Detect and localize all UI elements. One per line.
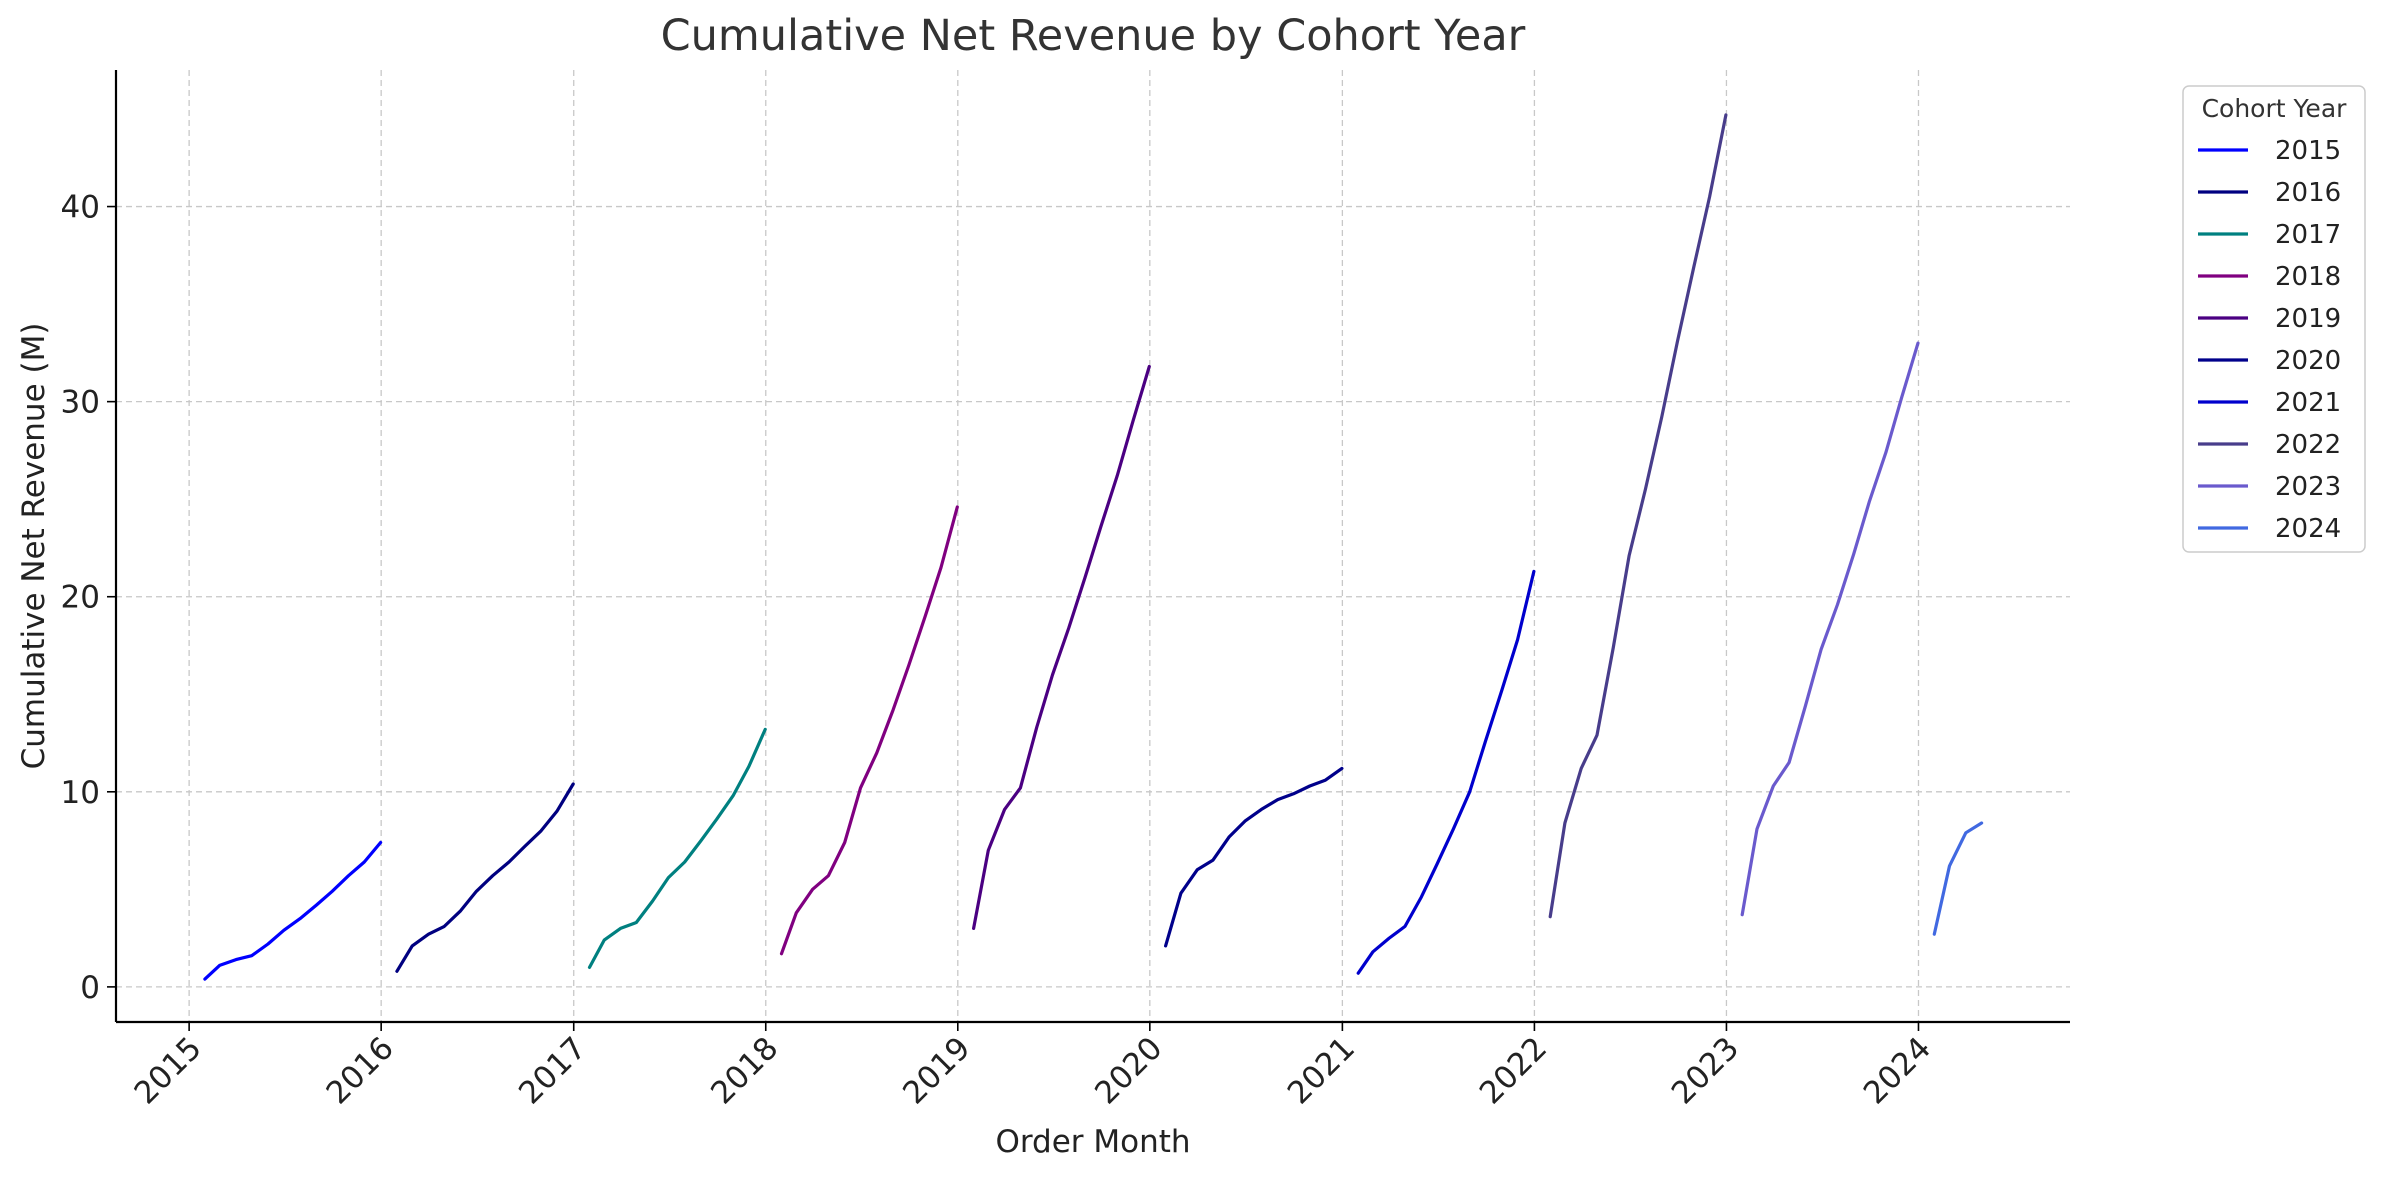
legend-label-2023: 2023 — [2275, 472, 2341, 502]
x-ticks: 2015 2016 2017 2018 2019 2020 2021 2022 2023 2024 — [128, 1022, 1938, 1111]
series-line-2020 — [1163, 766, 1344, 948]
x-tick-label: 2019 — [896, 1030, 977, 1111]
series-line-2024 — [1932, 821, 1984, 936]
series-line-2022 — [1548, 113, 1728, 919]
series-line-2016 — [395, 782, 575, 973]
y-axis-label: Cumulative Net Revenue (M) — [16, 323, 52, 770]
legend-label-2020: 2020 — [2275, 346, 2341, 376]
y-tick-label: 0 — [80, 970, 100, 1006]
series-line-2021 — [1356, 569, 1536, 975]
series-line-2017 — [587, 727, 767, 970]
y-tick-label: 10 — [61, 775, 100, 811]
series-line-2023 — [1740, 341, 1920, 917]
legend-label-2017: 2017 — [2275, 220, 2341, 250]
legend-label-2021: 2021 — [2275, 388, 2341, 418]
series-line-2019 — [971, 364, 1151, 931]
legend-label-2015: 2015 — [2275, 136, 2341, 166]
x-tick-label: 2015 — [128, 1030, 209, 1111]
legend-title: Cohort Year — [2202, 94, 2348, 123]
legend-label-2024: 2024 — [2275, 514, 2341, 544]
legend: Cohort Year 2015 2016 2017 2018 2019 2020 2021… — [2182, 85, 2366, 553]
x-tick-label: 2021 — [1281, 1030, 1362, 1111]
grid — [116, 70, 2070, 1022]
y-tick-label: 40 — [61, 190, 100, 226]
series-line-2015 — [203, 840, 383, 981]
y-tick-label: 20 — [61, 580, 100, 616]
x-tick-label: 2020 — [1088, 1030, 1169, 1111]
series-line-2018 — [779, 505, 959, 956]
legend-label-2018: 2018 — [2275, 262, 2341, 292]
x-axis-label: Order Month — [995, 1124, 1190, 1160]
y-ticks: 0 10 20 30 40 — [61, 190, 116, 1006]
x-tick-label: 2016 — [320, 1030, 401, 1111]
x-tick-label: 2023 — [1665, 1030, 1746, 1111]
legend-frame — [2182, 85, 2366, 553]
legend-label-2022: 2022 — [2275, 430, 2341, 460]
legend-label-2016: 2016 — [2275, 178, 2341, 208]
chart-title: Cumulative Net Revenue by Cohort Year — [661, 11, 1526, 61]
y-tick-label: 30 — [61, 385, 100, 421]
x-tick-label: 2022 — [1473, 1030, 1554, 1111]
legend-label-2019: 2019 — [2275, 304, 2341, 334]
legend-items: 2015 2016 2017 2018 2019 2020 2021 2022 2023 2024 — [2198, 136, 2341, 544]
x-tick-label: 2018 — [704, 1030, 785, 1111]
x-tick-label: 2017 — [512, 1030, 593, 1111]
axes — [114, 70, 2070, 1024]
series-lines — [203, 113, 1984, 981]
x-tick-label: 2024 — [1857, 1030, 1938, 1111]
